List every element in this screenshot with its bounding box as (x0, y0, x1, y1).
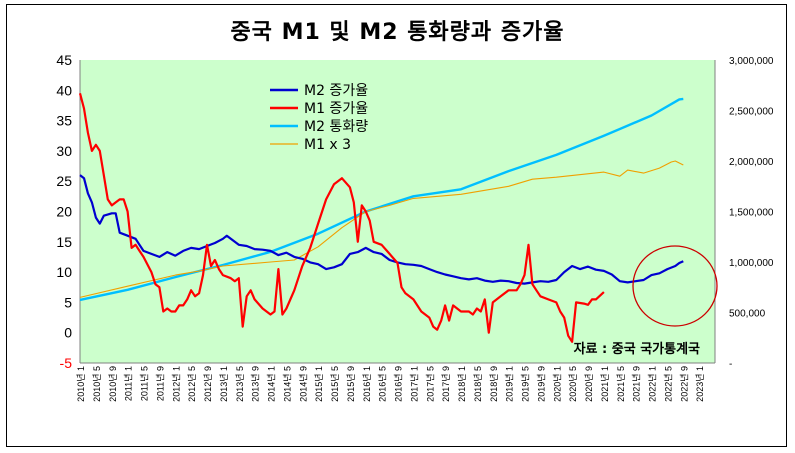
series-M2-통화량 (79, 97, 684, 302)
legend-label: M1 x 3 (304, 137, 351, 153)
left-tick-label: 45 (56, 52, 72, 68)
x-tick-label: 2019년 9 (536, 366, 546, 402)
x-tick-label: 2021년 1 (600, 366, 610, 402)
x-tick-label: 2016년 1 (362, 366, 372, 402)
left-tick-label: -5 (60, 355, 73, 371)
x-tick-label: 2010년 1 (76, 366, 86, 402)
x-tick-label: 2014년 9 (298, 366, 308, 402)
legend-label: M1 증가율 (304, 101, 368, 117)
left-tick-label: 25 (56, 173, 72, 189)
x-tick-label: 2017년 1 (409, 366, 419, 402)
x-tick-label: 2011년 1 (124, 366, 134, 401)
x-tick-label: 2015년 5 (330, 366, 340, 402)
right-axis: 3,000,000 2,500,000 2,000,000 1,500,000 1,00… (714, 56, 774, 370)
x-tick-label: 2017년 9 (441, 366, 451, 402)
legend: M2 증가율 M1 증가율 M2 통화량 M1 x 3 (270, 83, 368, 153)
x-tick-label: 2010년 5 (92, 366, 102, 402)
x-tick-label: 2014년 1 (267, 366, 277, 402)
series-M1-증가율 (78, 93, 605, 343)
x-tick-label: 2020년 1 (552, 366, 562, 402)
right-tick-label: 2,500,000 (729, 107, 774, 118)
highlight-circle (632, 245, 718, 327)
x-tick-label: 2019년 5 (521, 366, 531, 402)
x-tick-label: 2013년 9 (251, 366, 261, 402)
x-tick-label: 2018년 5 (473, 366, 483, 402)
left-tick-label: 30 (56, 143, 72, 159)
x-tick-label: 2013년 5 (235, 366, 245, 402)
left-tick-label: 15 (56, 234, 72, 250)
x-tick-label: 2013년 1 (219, 366, 229, 402)
x-tick-label: 2012년 1 (171, 366, 181, 402)
right-tick-label: 500,000 (729, 309, 766, 320)
x-tick-label: 2012년 9 (203, 366, 213, 402)
x-tick-label: 2011년 9 (155, 366, 165, 401)
right-tick-label: 1,500,000 (729, 208, 774, 219)
x-tick-label: 2022년 5 (663, 366, 673, 402)
legend-label: M2 증가율 (304, 83, 368, 99)
x-tick-label: 2021년 5 (616, 366, 626, 402)
plot-area (80, 60, 715, 363)
left-tick-label: 10 (56, 264, 72, 280)
right-tick-label: 3,000,000 (729, 56, 774, 67)
x-tick-label: 2022년 1 (648, 366, 658, 402)
x-tick-label: 2015년 9 (346, 366, 356, 402)
x-tick-label: 2020년 9 (584, 366, 594, 402)
left-tick-label: 20 (56, 204, 72, 220)
x-tick-label: 2018년 9 (489, 366, 499, 402)
x-tick-label: 2014년 5 (282, 366, 292, 402)
x-tick-label: 2011년 5 (140, 366, 150, 401)
x-axis: 2010년 1 2010년 5 2010년 9 2011년 1 2011년 5 2011년… (76, 362, 715, 402)
left-tick-label: 0 (64, 325, 72, 341)
x-tick-label: 2022년 9 (679, 366, 689, 402)
x-tick-label: 2018년 1 (457, 366, 467, 402)
left-tick-label: 35 (56, 113, 72, 129)
x-tick-label: 2019년 1 (505, 366, 515, 402)
x-tick-label: 2016년 5 (378, 366, 388, 402)
x-tick-label: 2010년 9 (108, 366, 118, 402)
chart-title: 중국 M1 및 M2 통화량과 증가율 (230, 20, 565, 45)
left-axis: 45 40 35 30 25 20 15 10 5 0 -5 (56, 52, 81, 371)
left-tick-label: 40 (56, 82, 72, 98)
right-tick-label: 2,000,000 (729, 157, 774, 168)
x-tick-label: 2012년 5 (187, 366, 197, 402)
source-note: 자료 : 중국 국가통계국 (574, 342, 700, 357)
series-M2-증가율 (79, 174, 684, 285)
x-tick-label: 2017년 5 (425, 366, 435, 402)
legend-label: M2 통화량 (304, 119, 368, 135)
x-tick-label: 2021년 9 (632, 366, 642, 402)
x-tick-label: 2016년 9 (394, 366, 404, 402)
right-tick-label: 1,000,000 (729, 258, 774, 269)
series-group (78, 93, 684, 343)
x-tick-label: 2020년 5 (568, 366, 578, 402)
right-tick-label: - (729, 359, 732, 370)
x-tick-label: 2015년 1 (314, 366, 324, 402)
x-tick-label: 2023년 1 (695, 366, 705, 402)
left-tick-label: 5 (64, 294, 72, 310)
